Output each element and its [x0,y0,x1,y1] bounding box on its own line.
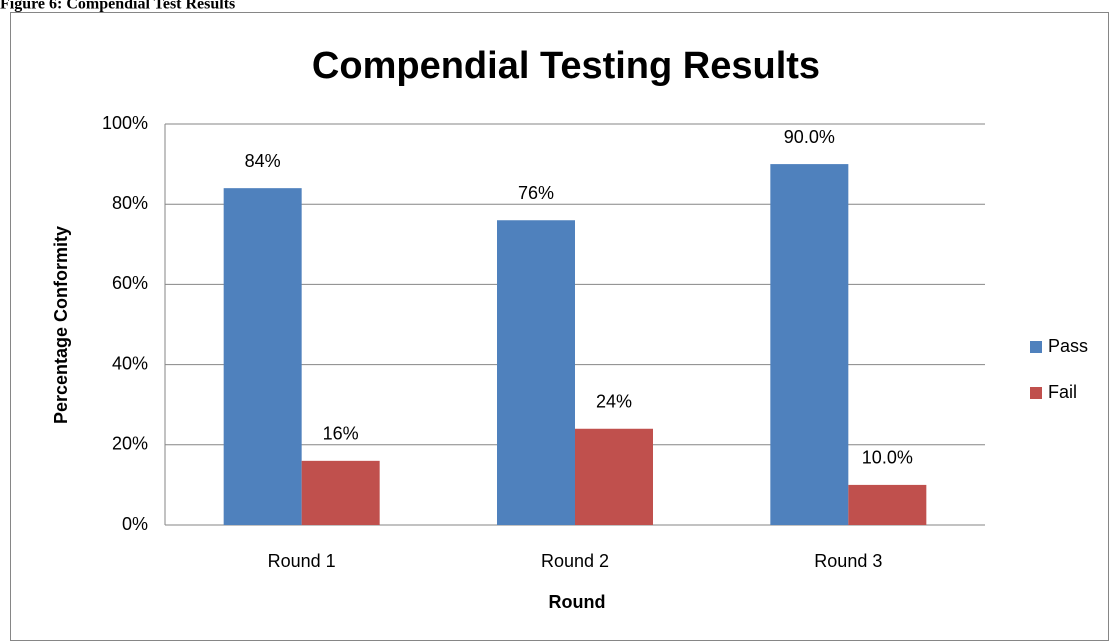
y-tick-label: 60% [112,273,148,293]
y-tick-label: 100% [102,113,148,133]
value-label: 76% [518,183,554,203]
value-label: 24% [596,392,632,412]
x-axis-label: Round [549,592,606,612]
caption: Figure 6: Compendial Test Results [0,0,235,13]
legend-label: Fail [1048,382,1077,402]
x-tick-label: Round 3 [814,551,882,571]
chart-title: Compendial Testing Results [312,45,820,87]
bar [497,220,575,526]
bar [575,428,653,525]
legend-label: Pass [1048,336,1088,356]
legend-swatch [1030,341,1042,353]
value-label: 16% [323,424,359,444]
y-axis-label: Percentage Conformity [51,226,71,424]
value-label: 90.0% [784,127,835,147]
bar [848,484,927,525]
y-tick-label: 80% [112,193,148,213]
y-tick-label: 20% [112,434,148,454]
bar [223,188,302,525]
x-tick-label: Round 2 [541,551,609,571]
value-label: 10.0% [862,448,913,468]
y-tick-label: 40% [112,353,148,373]
bar [301,460,380,525]
x-tick-label: Round 1 [268,551,336,571]
value-label: 84% [245,151,281,171]
legend-swatch [1030,387,1042,399]
bar [770,164,849,525]
y-tick-label: 0% [122,514,148,534]
